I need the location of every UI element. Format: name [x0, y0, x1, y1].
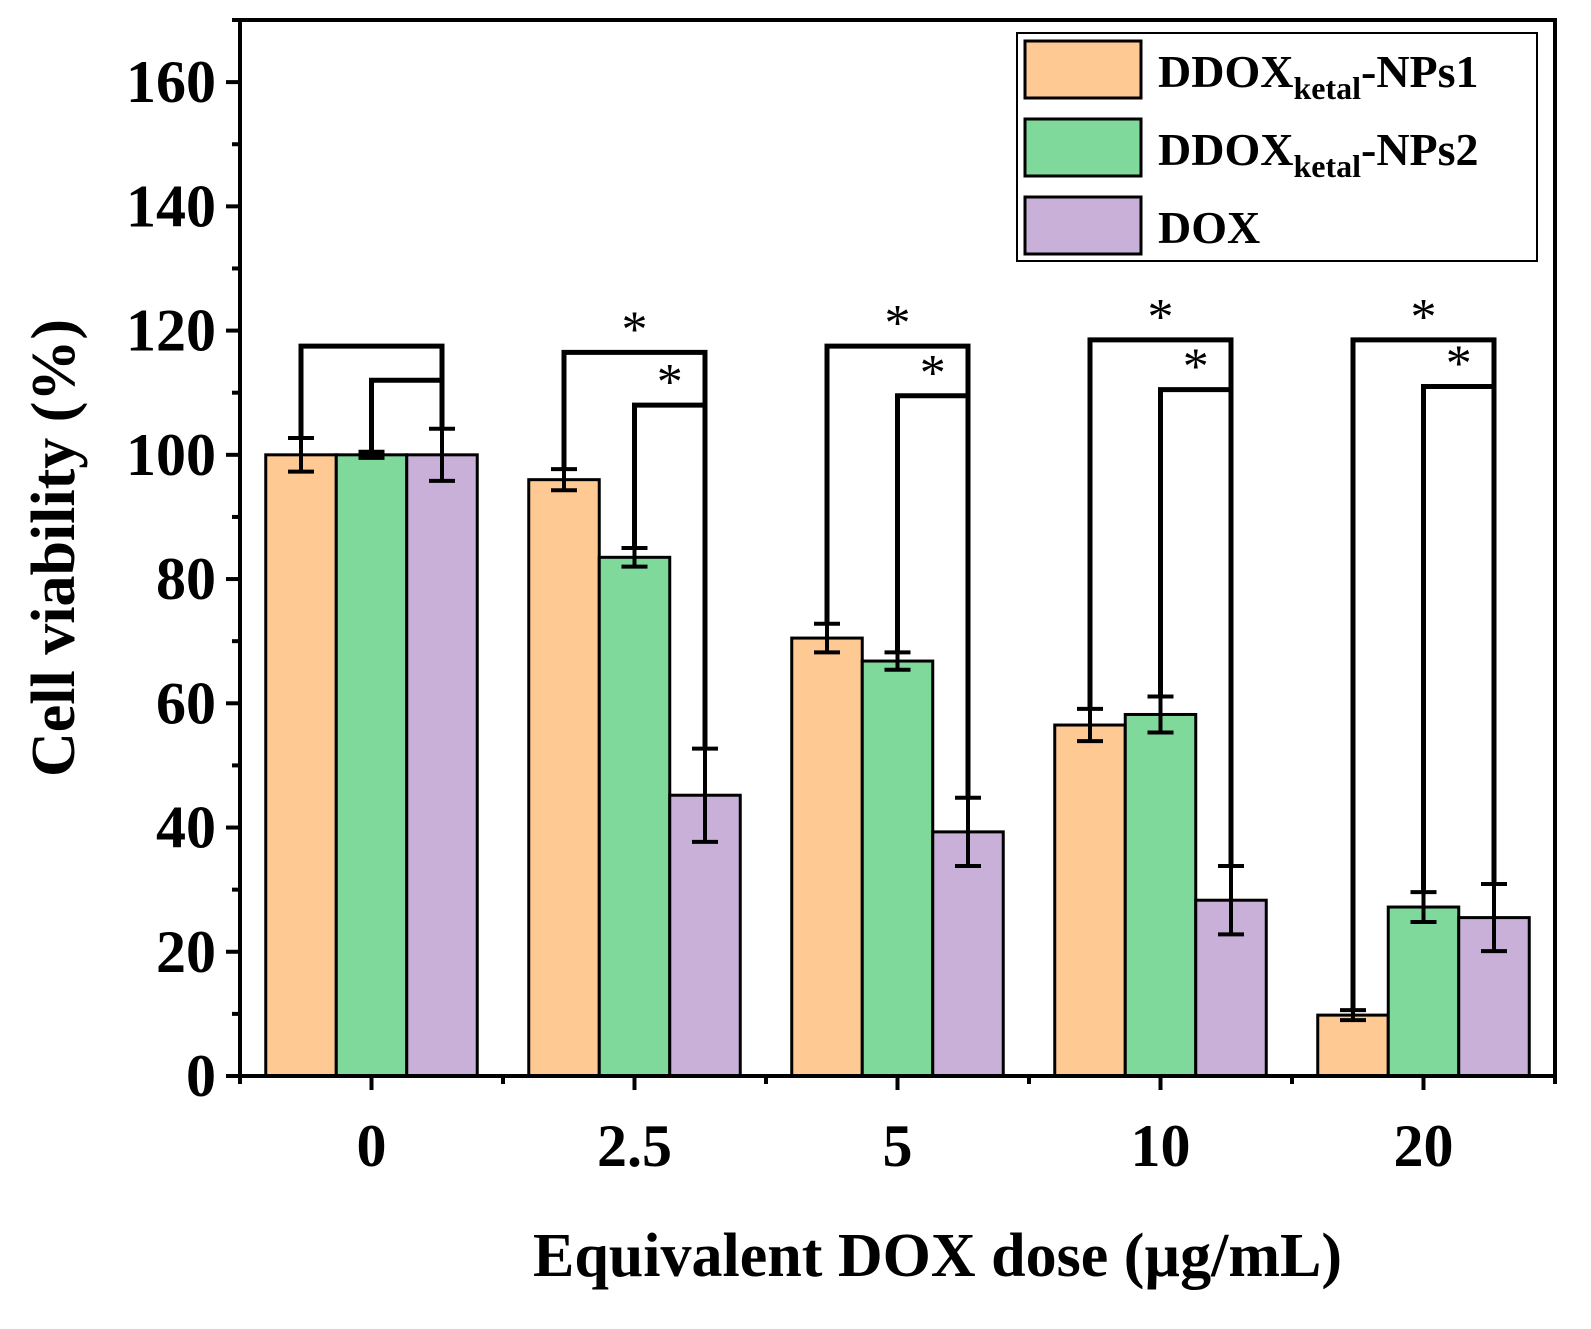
bar: [860, 659, 935, 1078]
bar: [405, 453, 479, 1078]
x-tick-label: 2.5: [597, 1113, 672, 1179]
legend-label: DOX: [1158, 202, 1260, 253]
y-tick-label: 100: [126, 422, 216, 488]
y-tick-label: 0: [186, 1043, 216, 1109]
bar: [1053, 723, 1127, 1078]
x-axis-title: Equivalent DOX dose (µg/mL): [533, 1222, 1342, 1290]
bar: [1316, 1013, 1390, 1078]
bar: [334, 453, 409, 1078]
bar: [597, 555, 672, 1078]
bar: [527, 478, 601, 1078]
significance-star: *: [885, 295, 911, 352]
legend-swatch: [1023, 39, 1143, 100]
x-tick-label: 5: [883, 1113, 913, 1179]
significance-bracket: [895, 393, 971, 798]
x-tick-label: 20: [1394, 1113, 1454, 1179]
legend-label: DDOXketal-NPs2: [1158, 124, 1479, 184]
significance-bracket: [1158, 387, 1234, 867]
significance-star: *: [657, 354, 683, 411]
bar: [1386, 905, 1461, 1078]
significance-star: *: [920, 345, 946, 402]
legend: DDOXketal-NPs1 DDOXketal-NPs2 DOX: [1016, 32, 1538, 262]
y-axis-title: Cell viability (%): [20, 319, 88, 777]
y-tick-label: 40: [156, 795, 216, 861]
significance-star: *: [1411, 289, 1437, 346]
legend-swatch: [1023, 117, 1143, 178]
significance-star: *: [1446, 335, 1472, 392]
bar: [931, 830, 1005, 1078]
x-axis: 0 2.5 5 10 20: [238, 1076, 1557, 1179]
significance-star: *: [1148, 289, 1174, 346]
y-tick-label: 20: [156, 919, 216, 985]
bar: [1123, 712, 1198, 1078]
significance-star: *: [622, 301, 648, 358]
significance-layer: ********: [298, 289, 1497, 1011]
y-tick-label: 80: [156, 546, 216, 612]
significance-bracket: [1421, 383, 1497, 893]
legend-label: DDOXketal-NPs1: [1158, 46, 1479, 106]
x-tick-label: 10: [1131, 1113, 1191, 1179]
y-tick-label: 160: [126, 49, 216, 115]
significance-bracket: [369, 377, 445, 452]
bar: [790, 636, 864, 1078]
significance-star: *: [1183, 339, 1209, 396]
legend-swatch: [1023, 195, 1143, 256]
bar: [264, 453, 338, 1078]
y-tick-label: 60: [156, 670, 216, 736]
bars-layer: [264, 426, 1531, 1078]
significance-bracket: [632, 402, 708, 749]
y-tick-label: 140: [126, 173, 216, 239]
y-tick-label: 120: [126, 298, 216, 364]
x-tick-label: 0: [357, 1113, 387, 1179]
y-axis: 0 20 40 60 80 100 120 140 160: [126, 18, 240, 1109]
